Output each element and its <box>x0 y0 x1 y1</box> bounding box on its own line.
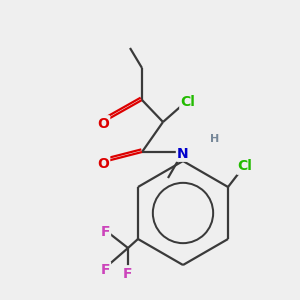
Text: F: F <box>100 224 110 239</box>
Text: Cl: Cl <box>238 160 252 173</box>
Text: Cl: Cl <box>181 94 195 109</box>
Text: F: F <box>100 262 110 277</box>
Text: H: H <box>210 134 220 144</box>
Text: O: O <box>97 157 109 170</box>
Text: N: N <box>177 146 189 161</box>
Text: F: F <box>123 266 133 280</box>
Text: O: O <box>97 116 109 130</box>
